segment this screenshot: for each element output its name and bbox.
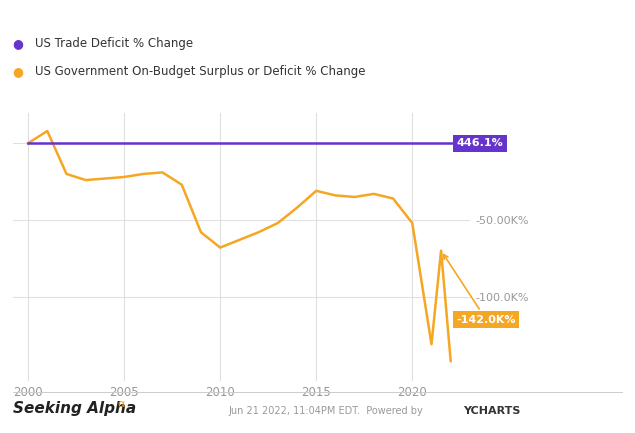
Text: US Trade Deficit % Change: US Trade Deficit % Change bbox=[35, 37, 193, 50]
Text: US Government On-Budget Surplus or Deficit % Change: US Government On-Budget Surplus or Defic… bbox=[35, 65, 365, 78]
Text: ●: ● bbox=[13, 65, 23, 78]
Text: α: α bbox=[117, 399, 125, 409]
Text: ●: ● bbox=[13, 37, 23, 50]
Text: -142.0K%: -142.0K% bbox=[444, 255, 516, 325]
Text: YCHARTS: YCHARTS bbox=[464, 406, 521, 416]
Text: Seeking Alpha: Seeking Alpha bbox=[13, 401, 136, 416]
Text: Jun 21 2022, 11:04PM EDT.  Powered by: Jun 21 2022, 11:04PM EDT. Powered by bbox=[229, 406, 427, 416]
Text: 446.1%: 446.1% bbox=[457, 138, 503, 148]
